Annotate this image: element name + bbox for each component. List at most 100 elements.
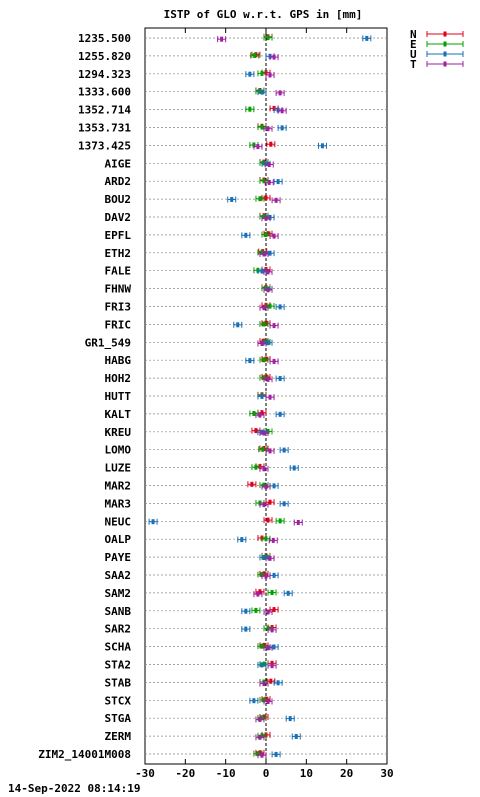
- point-e: [255, 195, 265, 202]
- point-e: [263, 34, 273, 41]
- point-e: [250, 52, 260, 59]
- point-t: [261, 573, 271, 580]
- point-u: [269, 644, 279, 650]
- point-e: [275, 517, 285, 524]
- legend-label-t: T: [410, 58, 417, 71]
- point-u: [275, 303, 285, 310]
- category-label: STGA: [105, 712, 132, 725]
- legend-marker-u: [426, 51, 464, 57]
- point-u: [362, 35, 372, 42]
- timestamp-footer: 14-Sep-2022 08:14:19: [8, 782, 141, 795]
- legend-label-u: U: [410, 48, 417, 61]
- category-label: 1255.820: [78, 50, 131, 63]
- category-label: LOMO: [105, 444, 132, 457]
- point-u: [257, 268, 267, 275]
- category-label: STCX: [105, 694, 132, 707]
- point-t: [268, 537, 278, 544]
- point-u: [277, 124, 287, 131]
- point-t: [263, 609, 273, 615]
- point-t: [265, 394, 275, 401]
- point-e: [245, 106, 255, 113]
- point-u: [275, 411, 285, 418]
- category-label: ARD2: [105, 175, 132, 188]
- point-t: [263, 698, 273, 705]
- point-e: [259, 356, 269, 363]
- category-label: SAM2: [105, 587, 132, 600]
- category-label: HOH2: [105, 372, 132, 385]
- point-t: [217, 36, 227, 43]
- category-label: KALT: [105, 408, 132, 421]
- point-u: [289, 465, 299, 471]
- point-e: [259, 177, 269, 184]
- point-t: [253, 591, 263, 598]
- point-t: [271, 197, 281, 204]
- point-t: [263, 286, 273, 293]
- legend-label-e: E: [410, 38, 417, 51]
- point-t: [261, 483, 271, 490]
- point-u: [291, 733, 301, 740]
- point-u: [273, 679, 283, 686]
- category-label: NEUC: [105, 515, 132, 528]
- category-label: HABG: [105, 354, 132, 367]
- point-t: [263, 644, 273, 651]
- point-t: [259, 251, 269, 257]
- point-t: [269, 54, 279, 61]
- point-t: [263, 268, 273, 275]
- category-label: FRIC: [105, 318, 132, 331]
- point-t: [257, 340, 267, 347]
- category-label: SAR2: [105, 623, 132, 636]
- point-t: [277, 107, 287, 114]
- category-label: SAA2: [105, 569, 132, 582]
- point-n: [261, 194, 271, 201]
- point-u: [271, 751, 281, 758]
- category-label: MAR2: [105, 480, 132, 493]
- point-t: [275, 89, 285, 96]
- point-u: [257, 89, 267, 96]
- x-tick-label: 0: [263, 767, 270, 780]
- point-t: [259, 304, 269, 311]
- point-t: [259, 501, 269, 508]
- x-tick-label: -20: [175, 767, 195, 780]
- category-label: DAV2: [105, 211, 132, 224]
- point-t: [269, 233, 279, 240]
- point-t: [253, 143, 263, 150]
- point-u: [283, 590, 293, 597]
- point-u: [245, 71, 255, 78]
- point-e: [255, 88, 265, 95]
- point-u: [148, 518, 158, 525]
- category-label: GR1_549: [85, 336, 131, 349]
- point-t: [259, 430, 269, 436]
- point-u: [279, 500, 289, 507]
- legend-marker-n: [426, 31, 464, 37]
- point-u: [265, 250, 275, 257]
- category-label: 1294.323: [78, 68, 131, 81]
- point-u: [257, 661, 267, 668]
- category-label: EPFL: [105, 229, 132, 242]
- category-label: PAYE: [105, 551, 132, 564]
- category-label: KREU: [105, 426, 132, 439]
- category-label: MAR3: [105, 497, 132, 510]
- category-label: 1235.500: [78, 32, 131, 45]
- category-label: FHNW: [105, 283, 132, 296]
- point-u: [285, 715, 295, 722]
- category-label: STA2: [105, 659, 132, 672]
- point-u: [275, 375, 285, 382]
- x-tick-label: 10: [300, 767, 313, 780]
- point-t: [264, 161, 274, 168]
- category-label: LUZE: [105, 462, 132, 475]
- point-t: [257, 752, 267, 759]
- x-tick-label: 30: [380, 767, 393, 780]
- category-label: AIGE: [105, 157, 132, 170]
- point-u: [237, 536, 247, 543]
- point-u: [245, 357, 255, 364]
- point-t: [269, 322, 279, 329]
- category-label: BOU2: [105, 193, 132, 206]
- point-u: [249, 697, 259, 704]
- category-label: 1373.425: [78, 139, 131, 152]
- category-label: SANB: [105, 605, 132, 618]
- point-t: [269, 358, 279, 365]
- category-label: ETH2: [105, 247, 132, 260]
- point-n: [263, 517, 273, 524]
